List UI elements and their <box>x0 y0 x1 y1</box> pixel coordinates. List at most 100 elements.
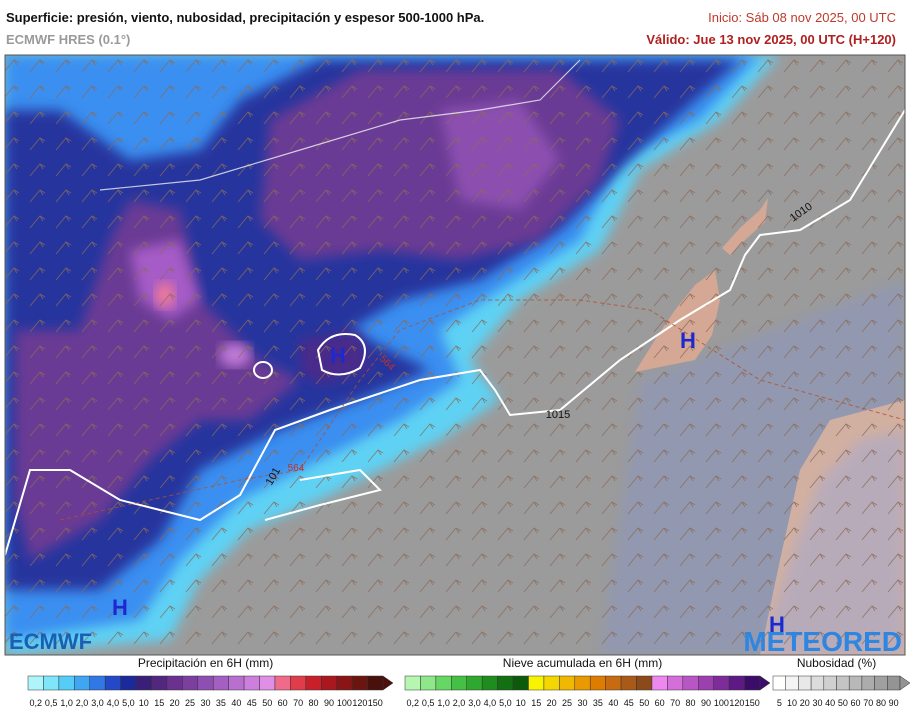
thickness-label: 564 <box>288 463 305 474</box>
legend-label: 3,0 <box>91 698 104 708</box>
legend-label: 150 <box>745 698 760 708</box>
legend-label: 4,0 <box>107 698 120 708</box>
legend-swatch <box>481 675 498 691</box>
legend-swatch <box>528 675 545 691</box>
legend-label: 5 <box>777 698 782 708</box>
legend-swatch <box>74 675 90 691</box>
legend-label: 100 <box>714 698 729 708</box>
legend-label: 35 <box>593 698 603 708</box>
legend-swatch <box>197 675 214 691</box>
legend-swatch <box>887 675 901 691</box>
legend-swatch <box>861 675 875 691</box>
ecmwf-logo: ECMWF <box>9 629 92 654</box>
legend-label: 40 <box>825 698 835 708</box>
legend-swatch <box>135 675 152 691</box>
legend-swatch <box>713 675 730 691</box>
valid-time: Válido: Jue 13 nov 2025, 00 UTC (H+120) <box>646 32 896 47</box>
legend-label: 2,0 <box>76 698 89 708</box>
legend-swatch <box>512 675 529 691</box>
legend-title: Nubosidad (%) <box>797 656 876 670</box>
legend-swatch <box>466 675 483 691</box>
legend-label: 15 <box>154 698 164 708</box>
legend-swatch <box>58 675 75 691</box>
legend-label: 4,0 <box>484 698 497 708</box>
legend-arrow <box>759 675 771 691</box>
legend-swatch <box>104 675 121 691</box>
legend-swatch <box>848 675 863 691</box>
legend-label: 60 <box>851 698 861 708</box>
legend-label: 2,0 <box>453 698 466 708</box>
legend-swatch <box>667 675 684 691</box>
legend-swatch <box>620 675 637 691</box>
legend-label: 0,2 <box>406 698 419 708</box>
legend-label: 3,0 <box>468 698 481 708</box>
legend-swatch <box>682 675 699 691</box>
legend-title: Precipitación en 6H (mm) <box>138 656 273 670</box>
legend-label: 50 <box>639 698 649 708</box>
legend-label: 60 <box>655 698 665 708</box>
legend-swatch <box>543 675 560 691</box>
legend-arrow <box>899 675 910 691</box>
legend-swatch <box>451 675 467 691</box>
legend-label: 1,0 <box>60 698 73 708</box>
legend-title: Nieve acumulada en 6H (mm) <box>503 656 662 670</box>
legend-label: 150 <box>368 698 383 708</box>
legend-swatch <box>605 675 622 691</box>
legend-swatch <box>120 675 137 691</box>
legend-label: 30 <box>577 698 587 708</box>
legend-label: 20 <box>170 698 180 708</box>
map-frame <box>4 54 906 656</box>
legend-swatch <box>43 675 60 691</box>
legend-swatch <box>798 675 812 691</box>
legend-swatch <box>166 675 183 691</box>
legend-label: 25 <box>562 698 572 708</box>
legend-label: 120 <box>352 698 367 708</box>
legend-label: 60 <box>278 698 288 708</box>
init-time: Inicio: Sáb 08 nov 2025, 00 UTC <box>708 10 896 25</box>
legend-swatch <box>336 675 353 691</box>
legend-swatch <box>559 675 576 691</box>
legend-label: 30 <box>200 698 210 708</box>
legend-swatch <box>836 675 850 691</box>
legend-label: 5,0 <box>122 698 135 708</box>
legend-swatch <box>589 675 606 691</box>
legend-swatch <box>823 675 837 691</box>
legend-swatch <box>89 675 106 691</box>
legend-label: 15 <box>531 698 541 708</box>
legend-swatch <box>305 675 322 691</box>
legend-label: 120 <box>729 698 744 708</box>
legend-label: 40 <box>608 698 618 708</box>
legend-swatch <box>243 675 260 691</box>
legend-swatch <box>420 675 437 691</box>
legend-swatch <box>651 675 668 691</box>
legend-swatch <box>497 675 514 691</box>
legend-swatch <box>874 675 888 691</box>
legend-swatch <box>785 675 799 691</box>
legend-label: 20 <box>800 698 810 708</box>
legend-swatch <box>636 675 653 691</box>
legend-swatch <box>151 675 168 691</box>
legend-swatch <box>27 675 44 691</box>
legend-label: 70 <box>863 698 873 708</box>
isobar-label: 1015 <box>546 409 570 421</box>
legend-swatch <box>274 675 291 691</box>
legend-label: 70 <box>293 698 303 708</box>
legend-label: 90 <box>889 698 899 708</box>
legend-label: 10 <box>139 698 149 708</box>
legend-label: 50 <box>838 698 848 708</box>
map: H H H H 1010 1015 101 564 564 ECMWF METE… <box>5 55 905 657</box>
legend-label: 70 <box>670 698 680 708</box>
legend-label: 10 <box>516 698 526 708</box>
model-name: ECMWF HRES (0.1°) <box>6 32 130 47</box>
high-pressure-label: H <box>330 343 346 368</box>
legend-swatch <box>435 675 452 691</box>
legend-label: 90 <box>324 698 334 708</box>
legend-label: 35 <box>216 698 226 708</box>
legend-swatch <box>290 675 307 691</box>
meteored-logo: METEORED <box>743 626 902 657</box>
high-pressure-label: H <box>769 612 785 637</box>
legend-label: 90 <box>701 698 711 708</box>
legend-label: 80 <box>686 698 696 708</box>
legend-label: 45 <box>247 698 257 708</box>
